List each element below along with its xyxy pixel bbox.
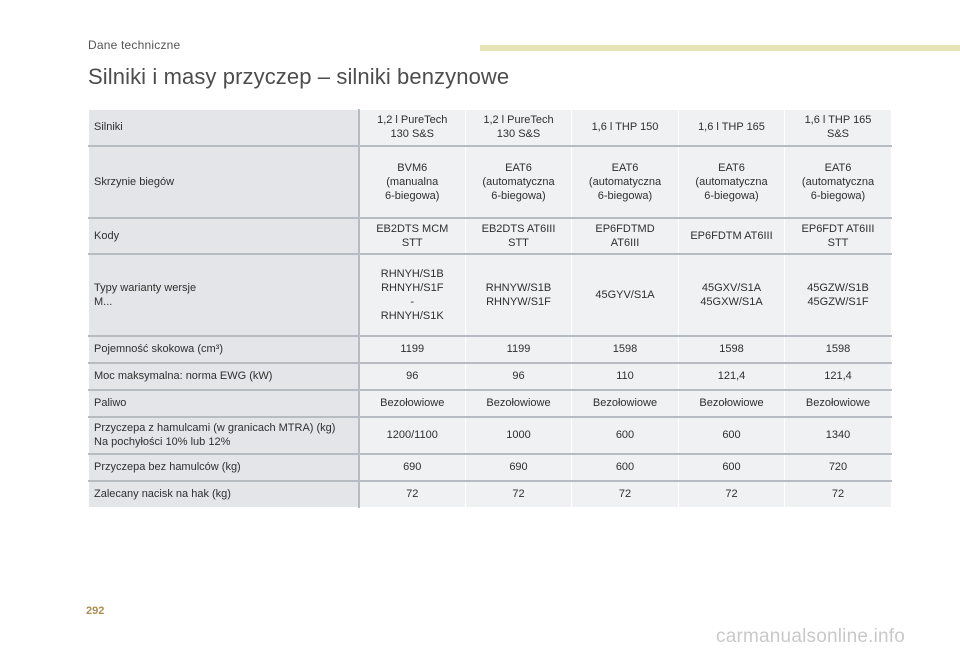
page-title: Silniki i masy przyczep – silniki benzyn… — [88, 64, 510, 89]
table-cell: 690 — [465, 452, 572, 481]
table-cell: EAT6 (automatyczna 6-biegowa) — [784, 144, 892, 218]
table-row: Typy warianty wersje M... RHNYH/S1B RHNYH… — [88, 252, 892, 336]
table-cell: Bezołowiowe — [465, 388, 572, 417]
table-cell: 1199 — [357, 334, 466, 363]
section-label: Dane techniczne — [88, 38, 181, 52]
table-cell: 1340 — [784, 415, 892, 454]
table-cell: RHNYH/S1B RHNYH/S1F - RHNYH/S1K — [357, 252, 466, 336]
spec-table-body: Silniki 1,2 l PureTech 130 S&S 1,2 l PureT… — [88, 109, 892, 508]
header-accent-bar — [480, 45, 960, 51]
table-cell: 720 — [784, 452, 892, 481]
table-row: Przyczepa bez hamulców (kg) 690 690 600 600 7… — [88, 452, 892, 481]
table-row: Moc maksymalna: norma EWG (kW) 96 96 110 121… — [88, 361, 892, 390]
table-cell: 45GYV/S1A — [571, 252, 679, 336]
row-label: Zalecany nacisk na hak (kg) — [88, 479, 359, 508]
table-cell: 96 — [465, 361, 572, 390]
table-cell: EP6FDT AT6III STT — [784, 216, 892, 254]
table-cell: 121,4 — [784, 361, 892, 390]
engine-spec-table: Silniki 1,2 l PureTech 130 S&S 1,2 l PureT… — [88, 109, 892, 508]
table-cell: Bezołowiowe — [784, 388, 892, 417]
table-cell: 1598 — [784, 334, 892, 363]
table-cell: 121,4 — [678, 361, 785, 390]
table-cell: 1000 — [465, 415, 572, 454]
table-cell: 72 — [357, 479, 466, 508]
row-label: Kody — [88, 216, 359, 254]
table-cell: EB2DTS AT6III STT — [465, 216, 572, 254]
table-row: Skrzynie biegów BVM6 (manualna 6-biegowa)… — [88, 144, 892, 218]
table-cell: EAT6 (automatyczna 6-biegowa) — [678, 144, 785, 218]
table-cell: 600 — [571, 452, 679, 481]
table-cell: 1,2 l PureTech 130 S&S — [465, 109, 572, 146]
table-row: Paliwo Bezołowiowe Bezołowiowe Bezołowiowe B… — [88, 388, 892, 417]
table-cell: 1,2 l PureTech 130 S&S — [357, 109, 466, 146]
table-cell: 110 — [571, 361, 679, 390]
watermark: carmanualsonline.info — [716, 626, 906, 647]
table-cell: BVM6 (manualna 6-biegowa) — [357, 144, 466, 218]
table-cell: 45GZW/S1B 45GZW/S1F — [784, 252, 892, 336]
table-cell: RHNYW/S1B RHNYW/S1F — [465, 252, 572, 336]
table-cell: 72 — [784, 479, 892, 508]
table-row: Przyczepa z hamulcami (w granicach MTRA)… — [88, 415, 892, 454]
table-row: Silniki 1,2 l PureTech 130 S&S 1,2 l PureT… — [88, 109, 892, 146]
table-cell: Bezołowiowe — [678, 388, 785, 417]
table-row: Zalecany nacisk na hak (kg) 72 72 72 72 72 — [88, 479, 892, 508]
row-label: Pojemność skokowa (cm³) — [88, 334, 359, 363]
row-label: Skrzynie biegów — [88, 144, 359, 218]
table-cell: 690 — [357, 452, 466, 481]
table-cell: EAT6 (automatyczna 6-biegowa) — [571, 144, 679, 218]
table-cell: 96 — [357, 361, 466, 390]
row-label: Typy warianty wersje M... — [88, 252, 359, 336]
table-cell: 600 — [571, 415, 679, 454]
row-label: Moc maksymalna: norma EWG (kW) — [88, 361, 359, 390]
table-row: Pojemność skokowa (cm³) 1199 1199 1598 1598 1… — [88, 334, 892, 363]
table-cell: Bezołowiowe — [357, 388, 466, 417]
table-cell: 1,6 l THP 165 — [678, 109, 785, 146]
table-cell: 600 — [678, 452, 785, 481]
table-cell: 1,6 l THP 165 S&S — [784, 109, 892, 146]
table-row: Kody EB2DTS MCM STT EB2DTS AT6III STT EP6FD… — [88, 216, 892, 254]
row-label: Przyczepa bez hamulców (kg) — [88, 452, 359, 481]
table-cell: 45GXV/S1A 45GXW/S1A — [678, 252, 785, 336]
table-cell: 72 — [678, 479, 785, 508]
table-cell: 1200/1100 — [357, 415, 466, 454]
table-cell: EP6FDTMD AT6III — [571, 216, 679, 254]
table-cell: 72 — [465, 479, 572, 508]
page-number: 292 — [86, 605, 105, 617]
table-cell: 1199 — [465, 334, 572, 363]
table-cell: 72 — [571, 479, 679, 508]
table-cell: 1598 — [571, 334, 679, 363]
table-cell: Bezołowiowe — [571, 388, 679, 417]
table-cell: 600 — [678, 415, 785, 454]
row-label: Paliwo — [88, 388, 359, 417]
table-cell: EAT6 (automatyczna 6-biegowa) — [465, 144, 572, 218]
row-label: Przyczepa z hamulcami (w granicach MTRA)… — [88, 415, 359, 454]
table-cell: 1,6 l THP 150 — [571, 109, 679, 146]
row-label: Silniki — [88, 109, 359, 146]
table-cell: EP6FDTM AT6III — [678, 216, 785, 254]
table-cell: EB2DTS MCM STT — [357, 216, 466, 254]
table-cell: 1598 — [678, 334, 785, 363]
